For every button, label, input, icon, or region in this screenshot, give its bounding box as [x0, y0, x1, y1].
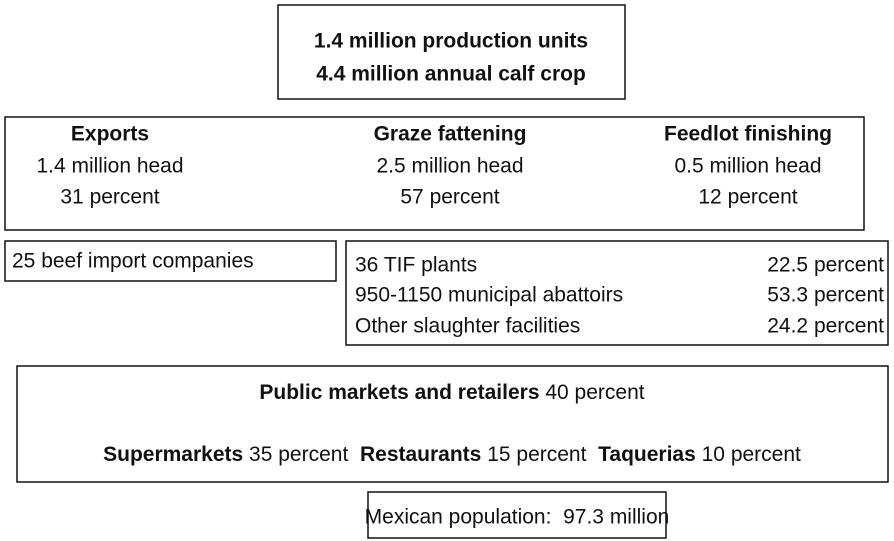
retail-share: 10 percent [702, 443, 801, 466]
slaughter-share: 24.2 percent [767, 315, 884, 338]
retail-share: 35 percent [249, 443, 348, 466]
channel-share: 12 percent [698, 186, 797, 209]
channel-name: Feedlot finishing [664, 123, 832, 146]
channels-box [4, 116, 865, 231]
population-label: Mexican population: 97.3 million [365, 506, 670, 529]
production-line: 4.4 million annual calf crop [316, 63, 586, 86]
imports-box [4, 240, 337, 282]
channel-head: 0.5 million head [674, 155, 821, 178]
channel-head: 1.4 million head [36, 155, 183, 178]
slaughter-name: Other slaughter facilities [355, 315, 580, 338]
production-box [277, 4, 626, 100]
population-box [367, 491, 667, 539]
retail-public: Public markets and retailers 40 percent [259, 381, 644, 404]
retail-share: 40 percent [545, 381, 644, 404]
retail-name: Restaurants [360, 443, 481, 466]
retail-share: 15 percent [487, 443, 586, 466]
channel-share: 31 percent [60, 186, 159, 209]
retail-name: Supermarkets [103, 443, 243, 466]
channel-name: Exports [71, 123, 149, 146]
slaughter-share: 53.3 percent [767, 284, 884, 307]
channel-share: 57 percent [400, 186, 499, 209]
channel-name: Graze fattening [374, 123, 527, 146]
retail-name: Public markets and retailers [259, 381, 539, 404]
slaughter-box [345, 240, 889, 346]
slaughter-share: 22.5 percent [767, 254, 884, 277]
slaughter-name: 950-1150 municipal abattoirs [355, 284, 623, 307]
retail-others: Supermarkets 35 percent Restaurants 15 p… [103, 443, 801, 466]
imports-label: 25 beef import companies [12, 250, 254, 273]
retail-box [16, 365, 889, 483]
channel-head: 2.5 million head [376, 155, 523, 178]
retail-name: Taquerias [598, 443, 696, 466]
production-line: 1.4 million production units [314, 30, 588, 53]
slaughter-name: 36 TIF plants [355, 254, 477, 277]
